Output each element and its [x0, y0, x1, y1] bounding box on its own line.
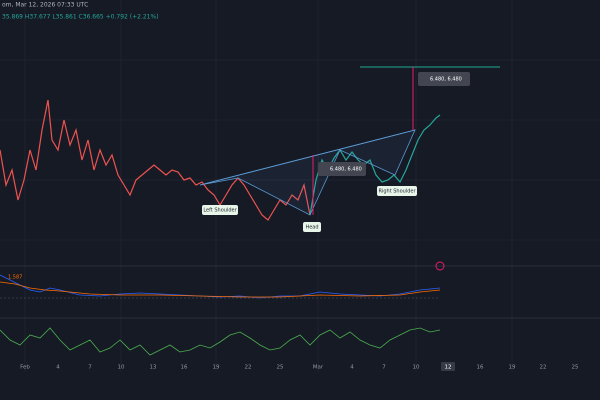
macd [0, 274, 441, 299]
x-tick-label: Feb [20, 365, 30, 371]
x-tick-label: 16 [477, 365, 484, 371]
measure-box [418, 72, 470, 86]
macd-value: 1.587 [8, 275, 22, 281]
label-box [377, 186, 417, 196]
pattern-label: Right Shoulder [378, 189, 416, 195]
measure-box [318, 162, 366, 176]
header-ohlc: 35.869 H37.677 L35.861 C36.665 +0.792 (+… [2, 14, 159, 21]
x-tick-label: 7 [382, 365, 386, 371]
x-tick-label: 25 [572, 365, 579, 371]
x-tick-label: 7 [88, 365, 92, 371]
x-tick-label: 10 [413, 365, 420, 371]
x-tick-label: 22 [245, 365, 252, 371]
x-tick-label: 19 [509, 365, 516, 371]
x-axis: Feb 4 7 10 13 16 19 22 25 Mar 4 7 10 16 19 22 25 [20, 365, 579, 371]
x-tick-label: 22 [540, 365, 547, 371]
grid [0, 0, 600, 372]
x-tick-label: 4 [350, 365, 354, 371]
measure-label: 6.480, 6.480 [330, 167, 362, 173]
alert-icon[interactable] [435, 261, 445, 271]
pattern-label: Left Shoulder [203, 208, 237, 214]
x-tick-label: Mar [313, 365, 324, 371]
label-box [303, 222, 321, 232]
x-tick-label: 19 [213, 365, 220, 371]
rsi [0, 327, 441, 356]
x-tick-label: 13 [150, 365, 157, 371]
pattern-label: Head [305, 225, 318, 231]
current-date: 12 [445, 365, 452, 371]
pattern [199, 66, 500, 216]
x-tick-label: 16 [181, 365, 188, 371]
x-tick-label: 25 [277, 365, 284, 371]
header-title: om, Mar 12, 2026 07:33 UTC [2, 2, 88, 9]
x-tick-label: 4 [56, 365, 60, 371]
x-tick-label: 10 [118, 365, 125, 371]
label-box [202, 205, 238, 215]
current-date-box [441, 362, 455, 371]
measure-label: 6.480, 6.480 [430, 77, 462, 83]
